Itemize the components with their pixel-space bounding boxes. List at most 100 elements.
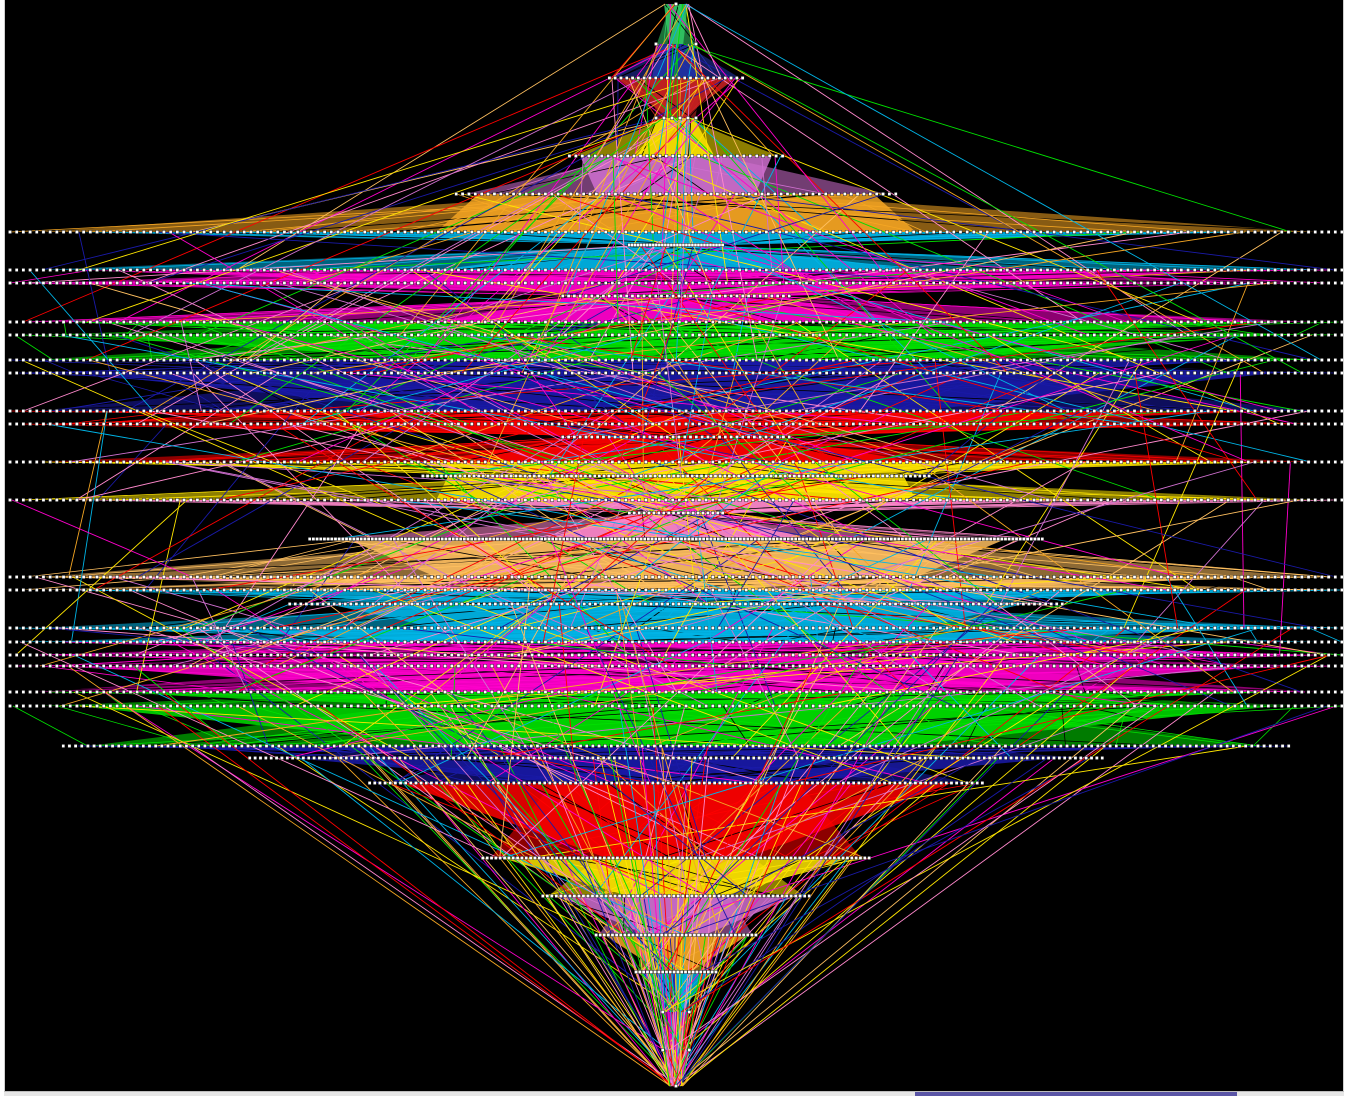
graph-node[interactable]	[1052, 371, 1056, 375]
graph-node[interactable]	[811, 333, 816, 337]
graph-node[interactable]	[704, 409, 708, 413]
graph-node[interactable]	[654, 42, 658, 46]
graph-node[interactable]	[1239, 371, 1244, 375]
graph-node[interactable]	[128, 498, 133, 502]
graph-node[interactable]	[1012, 268, 1016, 272]
graph-node[interactable]	[41, 626, 46, 630]
graph-node[interactable]	[530, 320, 534, 324]
graph-node[interactable]	[798, 230, 802, 234]
graph-node[interactable]	[188, 409, 193, 413]
graph-node[interactable]	[1286, 230, 1291, 234]
graph-node[interactable]	[155, 230, 160, 234]
graph-node[interactable]	[978, 422, 983, 426]
graph-node[interactable]	[831, 422, 836, 426]
graph-node[interactable]	[918, 588, 923, 592]
graph-node[interactable]	[349, 358, 354, 362]
graph-node[interactable]	[282, 422, 287, 426]
graph-node[interactable]	[316, 268, 320, 272]
graph-node[interactable]	[88, 498, 93, 502]
graph-node[interactable]	[516, 230, 521, 234]
graph-node[interactable]	[309, 333, 314, 337]
graph-node[interactable]	[1233, 268, 1237, 272]
graph-node[interactable]	[463, 358, 467, 362]
graph-node[interactable]	[1005, 230, 1010, 234]
graph-node[interactable]	[538, 602, 542, 606]
graph-node[interactable]	[583, 358, 588, 362]
graph-node[interactable]	[697, 320, 702, 324]
graph-node[interactable]	[784, 498, 789, 502]
graph-node[interactable]	[543, 281, 548, 285]
graph-node[interactable]	[1246, 575, 1251, 579]
graph-node[interactable]	[255, 409, 260, 413]
graph-node[interactable]	[536, 537, 540, 541]
graph-node[interactable]	[456, 281, 461, 285]
graph-node[interactable]	[945, 333, 949, 337]
graph-node[interactable]	[603, 422, 608, 426]
graph-node[interactable]	[1099, 230, 1103, 234]
graph-node[interactable]	[490, 409, 494, 413]
graph-node[interactable]	[456, 268, 461, 272]
graph-node[interactable]	[754, 154, 759, 158]
graph-node[interactable]	[798, 333, 802, 337]
graph-node[interactable]	[871, 537, 875, 541]
graph-node[interactable]	[966, 537, 971, 541]
graph-node[interactable]	[416, 320, 421, 324]
graph-node[interactable]	[664, 588, 668, 592]
graph-node[interactable]	[588, 602, 592, 606]
graph-node[interactable]	[624, 435, 629, 439]
graph-node[interactable]	[636, 76, 641, 80]
graph-node[interactable]	[108, 588, 113, 592]
graph-node[interactable]	[1038, 371, 1043, 375]
graph-node[interactable]	[798, 268, 802, 272]
graph-node[interactable]	[1005, 320, 1010, 324]
graph-node[interactable]	[510, 537, 514, 541]
graph-node[interactable]	[1226, 281, 1231, 285]
graph-node[interactable]	[1159, 230, 1164, 234]
graph-node[interactable]	[617, 498, 621, 502]
graph-node[interactable]	[349, 498, 354, 502]
graph-node[interactable]	[832, 602, 837, 606]
graph-node[interactable]	[588, 192, 592, 196]
graph-node[interactable]	[322, 358, 327, 362]
graph-node[interactable]	[389, 460, 394, 464]
graph-node[interactable]	[818, 333, 822, 337]
graph-node[interactable]	[88, 460, 93, 464]
graph-node[interactable]	[824, 230, 829, 234]
graph-node[interactable]	[764, 537, 768, 541]
graph-node[interactable]	[414, 537, 419, 541]
graph-node[interactable]	[951, 358, 956, 362]
graph-node[interactable]	[1018, 537, 1023, 541]
graph-node[interactable]	[858, 409, 862, 413]
graph-node[interactable]	[1025, 537, 1030, 541]
graph-node[interactable]	[1092, 230, 1097, 234]
graph-node[interactable]	[229, 358, 233, 362]
graph-node[interactable]	[1159, 498, 1164, 502]
graph-node[interactable]	[885, 498, 889, 502]
graph-node[interactable]	[168, 268, 173, 272]
graph-node[interactable]	[309, 460, 314, 464]
graph-node[interactable]	[1166, 575, 1170, 579]
graph-node[interactable]	[630, 333, 635, 337]
graph-node[interactable]	[88, 358, 93, 362]
graph-node[interactable]	[81, 281, 86, 285]
graph-node[interactable]	[718, 474, 722, 478]
graph-node[interactable]	[1126, 409, 1130, 413]
graph-node[interactable]	[195, 268, 200, 272]
graph-node[interactable]	[590, 460, 595, 464]
graph-node[interactable]	[155, 422, 160, 426]
graph-node[interactable]	[1239, 358, 1244, 362]
graph-node[interactable]	[1279, 460, 1284, 464]
graph-node[interactable]	[168, 371, 173, 375]
graph-node[interactable]	[242, 333, 247, 337]
graph-node[interactable]	[684, 575, 688, 579]
graph-node[interactable]	[409, 358, 414, 362]
graph-node[interactable]	[342, 268, 347, 272]
graph-node[interactable]	[496, 333, 501, 337]
graph-node[interactable]	[68, 371, 73, 375]
graph-node[interactable]	[505, 192, 509, 196]
graph-node[interactable]	[543, 460, 548, 464]
graph-node[interactable]	[1326, 333, 1331, 337]
graph-node[interactable]	[41, 498, 46, 502]
graph-node[interactable]	[918, 281, 923, 285]
graph-node[interactable]	[1333, 371, 1338, 375]
